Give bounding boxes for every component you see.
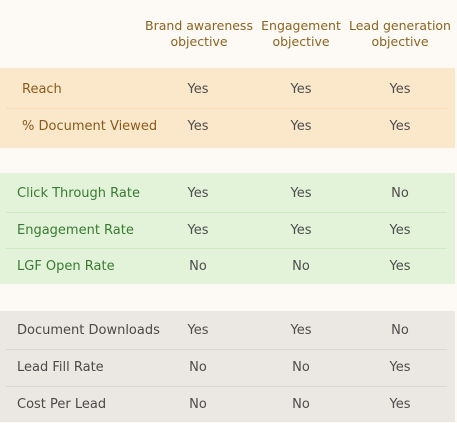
- table-row: Click Through Rate Yes Yes No: [0, 175, 455, 212]
- table-row: Cost Per Lead No No Yes: [0, 386, 455, 423]
- cell-value: No: [292, 259, 310, 274]
- cell-value: Yes: [290, 323, 312, 338]
- table-row: % Document Viewed Yes Yes Yes: [0, 108, 455, 145]
- row-label: Lead Fill Rate: [17, 360, 104, 375]
- cell-value: No: [292, 360, 310, 375]
- cell-value: Yes: [187, 223, 209, 238]
- cell-value: Yes: [389, 397, 411, 412]
- cell-value: No: [189, 259, 207, 274]
- row-label: % Document Viewed: [22, 119, 158, 134]
- cell-value: No: [189, 360, 207, 375]
- table-row: Reach Yes Yes Yes: [0, 71, 455, 108]
- cell-value: Yes: [389, 223, 411, 238]
- table-row: LGF Open Rate No No Yes: [0, 248, 455, 285]
- metric-group-engagement: Click Through Rate Yes Yes No Engagement…: [0, 173, 455, 284]
- cell-value: Yes: [389, 82, 411, 97]
- column-header-brand-awareness: Brand awareness objective: [145, 18, 253, 49]
- row-label: Cost Per Lead: [17, 397, 107, 412]
- cell-value: Yes: [187, 119, 209, 134]
- row-label: Reach: [22, 82, 62, 97]
- row-label: LGF Open Rate: [17, 259, 115, 274]
- column-header-lead-generation: Lead generation objective: [349, 18, 451, 49]
- cell-value: Yes: [389, 360, 411, 375]
- cell-value: Yes: [290, 82, 312, 97]
- metric-group-awareness: Reach Yes Yes Yes % Document Viewed Yes …: [0, 68, 455, 148]
- row-label: Engagement Rate: [17, 223, 134, 238]
- metric-group-lead-generation: Document Downloads Yes Yes No Lead Fill …: [0, 311, 455, 422]
- cell-value: Yes: [290, 186, 312, 201]
- table-row: Document Downloads Yes Yes No: [0, 312, 455, 349]
- cell-value: Yes: [187, 186, 209, 201]
- cell-value: Yes: [389, 119, 411, 134]
- row-label: Click Through Rate: [17, 186, 140, 201]
- cell-value: Yes: [187, 82, 209, 97]
- column-header-engagement: Engagement objective: [261, 18, 341, 49]
- row-label: Document Downloads: [17, 323, 160, 338]
- table-header: Brand awareness objective Engagement obj…: [0, 0, 457, 58]
- cell-value: Yes: [187, 323, 209, 338]
- cell-value: No: [292, 397, 310, 412]
- cell-value: No: [391, 323, 409, 338]
- cell-value: Yes: [389, 259, 411, 274]
- cell-value: Yes: [290, 223, 312, 238]
- table-row: Engagement Rate Yes Yes Yes: [0, 212, 455, 249]
- cell-value: Yes: [290, 119, 312, 134]
- cell-value: No: [189, 397, 207, 412]
- cell-value: No: [391, 186, 409, 201]
- table-row: Lead Fill Rate No No Yes: [0, 349, 455, 386]
